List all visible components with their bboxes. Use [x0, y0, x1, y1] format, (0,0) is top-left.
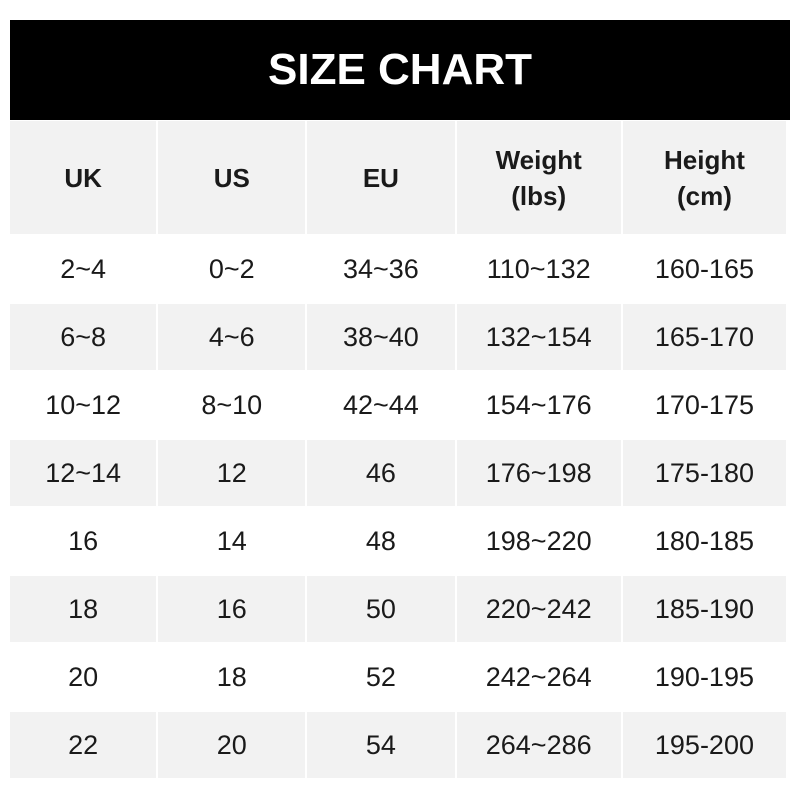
cell-eu: 54: [307, 712, 455, 780]
cell-us: 0~2: [158, 236, 306, 304]
table-row: 6~8 4~6 38~40 132~154 165-170: [10, 304, 786, 372]
table-row: 18 16 50 220~242 185-190: [10, 576, 786, 644]
cell-weight: 132~154: [456, 304, 621, 372]
header-weight: Weight (lbs): [456, 121, 621, 236]
cell-uk: 2~4: [10, 236, 157, 304]
cell-height: 190-195: [622, 644, 786, 712]
cell-weight: 264~286: [456, 712, 621, 780]
cell-us: 18: [158, 644, 306, 712]
header-weight-line2: (lbs): [511, 180, 567, 211]
header-weight-line1: Weight: [495, 144, 582, 175]
cell-eu: 42~44: [307, 372, 455, 440]
cell-weight: 154~176: [456, 372, 621, 440]
table-row: 16 14 48 198~220 180-185: [10, 508, 786, 576]
header-row: UK US EU Weight (lbs) Height (cm): [10, 121, 786, 236]
cell-eu: 48: [307, 508, 455, 576]
cell-height: 195-200: [622, 712, 786, 780]
cell-eu: 50: [307, 576, 455, 644]
table-row: 12~14 12 46 176~198 175-180: [10, 440, 786, 508]
cell-weight: 198~220: [456, 508, 621, 576]
table-row: 22 20 54 264~286 195-200: [10, 712, 786, 780]
cell-uk: 6~8: [10, 304, 157, 372]
cell-uk: 12~14: [10, 440, 157, 508]
cell-uk: 16: [10, 508, 157, 576]
cell-height: 185-190: [622, 576, 786, 644]
cell-uk: 22: [10, 712, 157, 780]
header-us: US: [158, 121, 306, 236]
cell-us: 14: [158, 508, 306, 576]
cell-weight: 220~242: [456, 576, 621, 644]
size-chart-title: SIZE CHART: [10, 20, 790, 120]
cell-height: 170-175: [622, 372, 786, 440]
cell-us: 4~6: [158, 304, 306, 372]
header-eu: EU: [307, 121, 455, 236]
cell-eu: 34~36: [307, 236, 455, 304]
cell-eu: 46: [307, 440, 455, 508]
cell-us: 16: [158, 576, 306, 644]
cell-height: 180-185: [622, 508, 786, 576]
cell-us: 20: [158, 712, 306, 780]
cell-weight: 242~264: [456, 644, 621, 712]
cell-uk: 10~12: [10, 372, 157, 440]
cell-height: 160-165: [622, 236, 786, 304]
cell-weight: 176~198: [456, 440, 621, 508]
cell-height: 175-180: [622, 440, 786, 508]
header-uk: UK: [10, 121, 157, 236]
header-height: Height (cm): [622, 121, 786, 236]
cell-uk: 18: [10, 576, 157, 644]
cell-height: 165-170: [622, 304, 786, 372]
cell-uk: 20: [10, 644, 157, 712]
size-chart-table: UK US EU Weight (lbs) Height (cm) 2~4 0~2 34…: [8, 121, 788, 780]
table-row: 2~4 0~2 34~36 110~132 160-165: [10, 236, 786, 304]
table-row: 10~12 8~10 42~44 154~176 170-175: [10, 372, 786, 440]
cell-us: 12: [158, 440, 306, 508]
header-height-line1: Height: [663, 144, 745, 175]
header-height-line2: (cm): [676, 180, 732, 211]
cell-eu: 52: [307, 644, 455, 712]
cell-eu: 38~40: [307, 304, 455, 372]
cell-us: 8~10: [158, 372, 306, 440]
table-row: 20 18 52 242~264 190-195: [10, 644, 786, 712]
cell-weight: 110~132: [456, 236, 621, 304]
